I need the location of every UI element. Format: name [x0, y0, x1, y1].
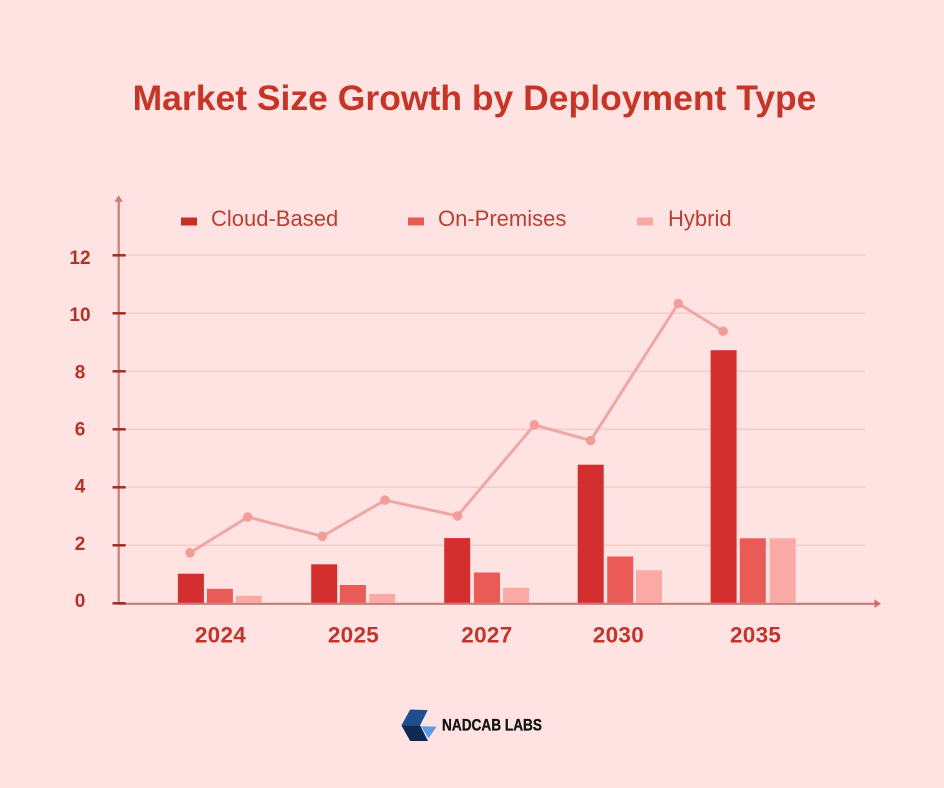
svg-text:0: 0 — [75, 591, 86, 612]
svg-text:8: 8 — [75, 362, 86, 383]
svg-text:2035: 2035 — [730, 623, 781, 648]
svg-text:On-Premises: On-Premises — [438, 206, 566, 231]
svg-text:12: 12 — [69, 248, 90, 269]
svg-text:2025: 2025 — [328, 623, 379, 648]
svg-text:NADCAB LABS: NADCAB LABS — [442, 716, 542, 735]
svg-text:6: 6 — [75, 420, 86, 441]
svg-text:2030: 2030 — [593, 623, 644, 648]
svg-text:Cloud-Based: Cloud-Based — [211, 206, 338, 231]
svg-text:4: 4 — [75, 477, 86, 498]
svg-text:10: 10 — [69, 305, 90, 326]
svg-text:2024: 2024 — [195, 623, 246, 648]
svg-text:Hybrid: Hybrid — [668, 206, 732, 231]
svg-text:2027: 2027 — [461, 623, 512, 648]
svg-text:2: 2 — [75, 534, 86, 555]
svg-text:Market Size Growth by Deployme: Market Size Growth by Deployment Type — [133, 78, 817, 118]
